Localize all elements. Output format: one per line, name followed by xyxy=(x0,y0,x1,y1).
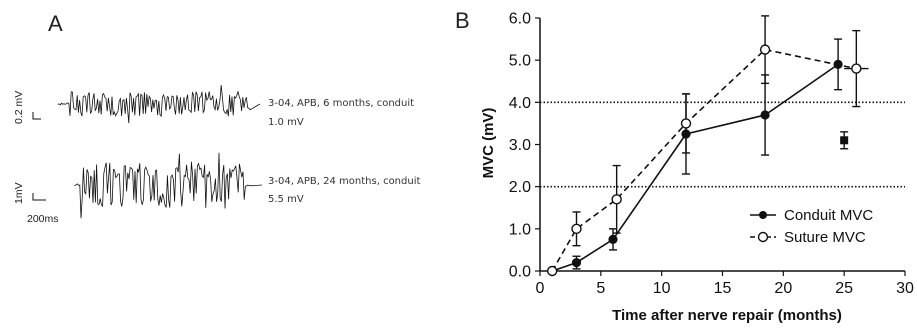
data-point xyxy=(833,59,843,69)
scale-bar-top xyxy=(32,112,41,120)
data-point xyxy=(680,118,692,129)
emg-trace-6-months xyxy=(57,84,261,124)
x-tick-label: 30 xyxy=(896,280,914,297)
data-point xyxy=(546,265,558,277)
y-tick-label: 2.0 xyxy=(509,179,531,196)
scale-bar-bottom xyxy=(32,193,46,201)
data-point xyxy=(571,223,582,235)
x-tick-label: 25 xyxy=(835,280,853,297)
legend-label: Suture MVC xyxy=(784,229,866,246)
emg-trace-24-months xyxy=(74,152,263,219)
y-tick-label: 0.0 xyxy=(509,264,531,281)
data-point xyxy=(681,129,691,139)
scale-label-1mv: 1mV xyxy=(13,182,25,204)
trace-label-24-months: 3-04, APB, 24 months, conduit xyxy=(268,176,420,187)
data-point xyxy=(571,257,582,268)
y-tick-label: 6.0 xyxy=(509,11,531,28)
legend-marker xyxy=(757,231,769,243)
panel-b-letter: B xyxy=(455,8,470,33)
series-line-1 xyxy=(551,48,857,272)
x-tick-label: 20 xyxy=(774,280,792,297)
reference-lines xyxy=(540,101,905,188)
legend-marker xyxy=(759,211,767,219)
trace-amplitude-24-months: 5.5 mV xyxy=(268,194,304,205)
data-point xyxy=(840,136,849,145)
y-axis-title: MVC (mV) xyxy=(480,108,497,179)
trace-label-6-months: 3-04, APB, 6 months, conduit xyxy=(268,98,414,109)
legend-label: Conduit MVC xyxy=(784,207,873,224)
y-tick-label: 4.0 xyxy=(509,95,531,112)
chart-legend: Conduit MVC Suture MVC xyxy=(750,207,873,246)
mvc-chart: 0.0 1.0 2.0 3.0 4.0 5.0 6.0 0 5 10 15 20 25 30 Condui… xyxy=(509,11,914,298)
data-point xyxy=(759,44,771,55)
x-axis-title: Time after nerve repair (months) xyxy=(612,307,842,324)
data-point xyxy=(611,194,622,205)
y-tick-label: 5.0 xyxy=(509,53,531,70)
y-tick-label: 3.0 xyxy=(509,137,531,154)
data-point xyxy=(760,110,770,120)
data-point xyxy=(608,234,618,244)
data-point xyxy=(851,63,862,74)
x-tick-label: 5 xyxy=(596,280,605,297)
x-tick-label: 0 xyxy=(536,280,545,297)
scale-label-0.2mv: 0.2 mV xyxy=(13,91,25,124)
scale-label-200ms: 200ms xyxy=(27,213,59,225)
trace-amplitude-6-months: 1.0 mV xyxy=(268,117,304,128)
data-markers xyxy=(546,44,862,277)
y-tick-label: 1.0 xyxy=(509,221,531,238)
x-tick-label: 10 xyxy=(653,280,671,297)
panel-a-letter: A xyxy=(48,11,63,36)
chart-ticks: 0.0 1.0 2.0 3.0 4.0 5.0 6.0 0 5 10 15 20 25 30 xyxy=(509,11,914,298)
x-tick-label: 15 xyxy=(714,280,732,297)
